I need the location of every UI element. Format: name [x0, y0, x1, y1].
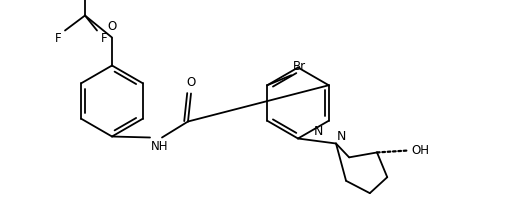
Text: F: F — [54, 33, 61, 45]
Text: OH: OH — [411, 144, 429, 157]
Text: F: F — [101, 33, 108, 45]
Text: O: O — [107, 20, 117, 34]
Text: N: N — [313, 125, 322, 138]
Text: NH: NH — [151, 141, 169, 154]
Text: O: O — [186, 77, 196, 89]
Text: N: N — [337, 129, 346, 142]
Text: Br: Br — [293, 60, 307, 73]
